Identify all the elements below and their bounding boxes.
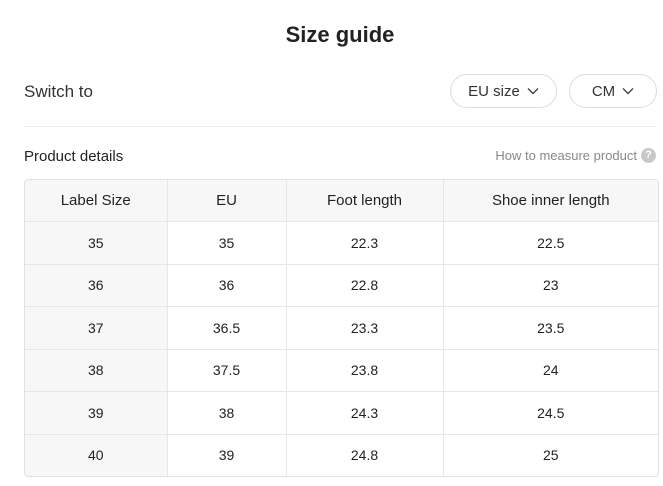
cell-foot-length: 24.8 (286, 434, 444, 476)
cell-label-size: 37 (25, 306, 168, 350)
cell-eu: 38 (167, 391, 287, 435)
unit-value: CM (591, 82, 616, 100)
help-icon: ? (641, 148, 656, 163)
header-eu: EU (167, 180, 287, 222)
cell-foot-length: 23.8 (286, 349, 444, 392)
table-row: 38 37.5 23.8 24 (25, 349, 658, 392)
table-row: 35 35 22.3 22.5 (25, 221, 658, 265)
cell-label-size: 35 (25, 221, 168, 265)
cell-eu: 36.5 (167, 306, 287, 350)
cell-shoe-inner-length: 24 (443, 349, 658, 392)
cell-label-size: 40 (25, 434, 168, 476)
header-shoe-inner-length: Shoe inner length (443, 180, 658, 222)
details-row: Product details How to measure product ? (24, 146, 656, 168)
cell-shoe-inner-length: 24.5 (443, 391, 658, 435)
chevron-down-icon (622, 88, 634, 95)
product-details-label: Product details (24, 148, 124, 165)
page-title: Size guide (285, 22, 395, 47)
size-system-value: EU size (468, 82, 520, 100)
chevron-down-icon (527, 88, 539, 95)
cell-shoe-inner-length: 23 (443, 264, 658, 307)
unit-dropdown[interactable]: CM (569, 74, 657, 108)
switch-row: Switch to EU size CM (24, 74, 657, 110)
cell-eu: 36 (167, 264, 287, 307)
table-row: 39 38 24.3 24.5 (25, 391, 658, 435)
cell-eu: 35 (167, 221, 287, 265)
cell-label-size: 38 (25, 349, 168, 392)
size-system-dropdown[interactable]: EU size (450, 74, 557, 108)
table-row: 36 36 22.8 23 (25, 264, 658, 307)
table-row: 37 36.5 23.3 23.5 (25, 306, 658, 350)
size-table: Label Size EU Foot length Shoe inner len… (24, 179, 659, 477)
cell-eu: 37.5 (167, 349, 287, 392)
header-label-size: Label Size (25, 180, 168, 222)
cell-foot-length: 23.3 (286, 306, 444, 350)
cell-foot-length: 24.3 (286, 391, 444, 435)
how-to-measure-text: How to measure product (495, 148, 637, 163)
cell-foot-length: 22.3 (286, 221, 444, 265)
cell-eu: 39 (167, 434, 287, 476)
cell-shoe-inner-length: 23.5 (443, 306, 658, 350)
cell-label-size: 39 (25, 391, 168, 435)
how-to-measure-link[interactable]: How to measure product ? (495, 148, 656, 163)
cell-foot-length: 22.8 (286, 264, 444, 307)
table-header-row: Label Size EU Foot length Shoe inner len… (25, 180, 658, 222)
switch-label: Switch to (24, 82, 93, 101)
header-foot-length: Foot length (286, 180, 444, 222)
divider (24, 126, 656, 127)
cell-label-size: 36 (25, 264, 168, 307)
cell-shoe-inner-length: 25 (542, 447, 559, 464)
table-row: 40 39 24.8 25 (25, 434, 658, 476)
cell-shoe-inner-length: 22.5 (443, 221, 658, 265)
